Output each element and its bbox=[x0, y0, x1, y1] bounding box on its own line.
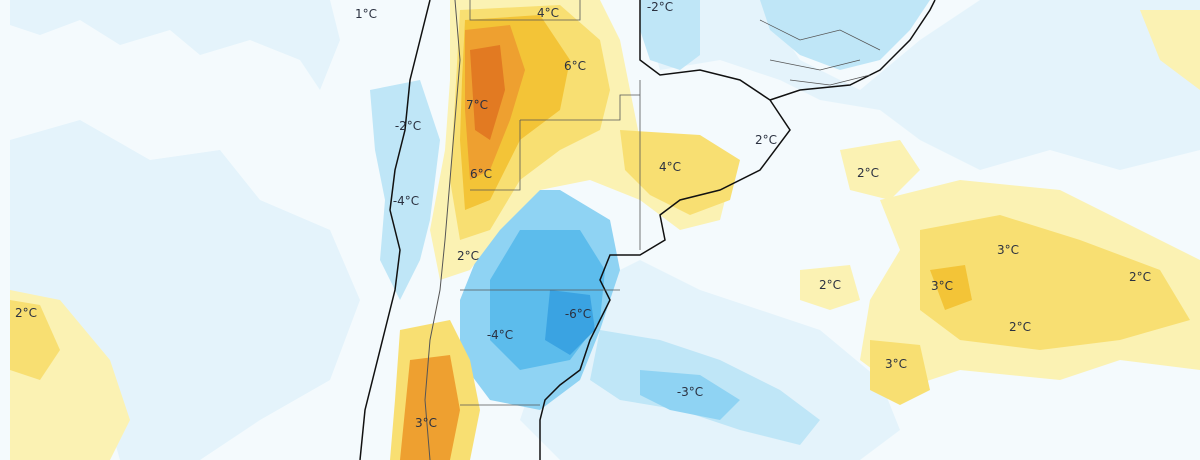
temperature-label: 2°C bbox=[755, 133, 777, 147]
temperature-label: 2°C bbox=[457, 249, 479, 263]
temperature-label: -4°C bbox=[393, 194, 419, 208]
coastline-south-america bbox=[359, 0, 791, 460]
warm-zone-andes-peak bbox=[470, 45, 505, 140]
temperature-label: 2°C bbox=[1009, 320, 1031, 334]
warm-zone-atlantic-south bbox=[870, 340, 930, 405]
warm-zone-southeast bbox=[1140, 10, 1200, 90]
temperature-label: 1°C bbox=[355, 7, 377, 21]
temperature-label: 3°C bbox=[415, 416, 437, 430]
warm-zone-atlantic-east-core bbox=[930, 265, 972, 310]
temperature-label: 3°C bbox=[885, 357, 907, 371]
cold-zone-chile-coast bbox=[370, 80, 440, 300]
warm-zone-pacific-west-core bbox=[10, 300, 60, 380]
warm-zone-atlantic-east-mid bbox=[920, 215, 1190, 350]
temperature-label: 2°C bbox=[819, 278, 841, 292]
temperature-label: 3°C bbox=[997, 243, 1019, 257]
cold-zone-northeast bbox=[640, 0, 700, 70]
coastline-brazil bbox=[769, 0, 936, 101]
temperature-label: 4°C bbox=[659, 160, 681, 174]
temperature-label: -2°C bbox=[647, 0, 673, 14]
temperature-label: 7°C bbox=[466, 98, 488, 112]
warm-zone-atlantic-north bbox=[840, 140, 920, 200]
temperature-label: -2°C bbox=[395, 119, 421, 133]
warm-zone-south-andes-core bbox=[400, 355, 460, 460]
border-argentina-chile bbox=[424, 0, 461, 460]
cold-anomaly-zone-east bbox=[640, 0, 1200, 170]
border-provinces bbox=[460, 0, 641, 406]
cold-zone-ocean-south bbox=[640, 370, 740, 420]
warm-zone-buenos-aires bbox=[620, 130, 740, 215]
temperature-label: 2°C bbox=[15, 306, 37, 320]
label-layer: 1°C 4°C -2°C 6°C 7°C -2°C 6°C 2°C 4°C 2°C -4°C 2°C 3… bbox=[15, 0, 1151, 430]
temperature-label: -6°C bbox=[565, 307, 591, 321]
temperature-label: 2°C bbox=[857, 166, 879, 180]
temperature-label: -3°C bbox=[677, 385, 703, 399]
temperature-label: 4°C bbox=[537, 6, 559, 20]
temperature-label: 3°C bbox=[931, 279, 953, 293]
temperature-label: 2°C bbox=[1129, 270, 1151, 284]
cold-anomaly-zone-west bbox=[10, 0, 340, 90]
warm-zone-atlantic-mid bbox=[800, 265, 860, 310]
temperature-label: 6°C bbox=[564, 59, 586, 73]
temperature-label: 6°C bbox=[470, 167, 492, 181]
cold-zone-patagonia-center bbox=[545, 290, 595, 355]
border-brazil-states bbox=[759, 19, 881, 86]
temperature-label: -4°C bbox=[487, 328, 513, 342]
cold-zone-brazil bbox=[760, 0, 930, 70]
